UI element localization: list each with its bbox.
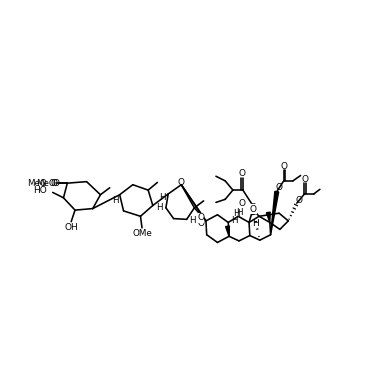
Text: H: H (233, 209, 240, 218)
Text: O: O (239, 169, 246, 178)
Text: O: O (178, 178, 185, 187)
Text: O: O (197, 219, 204, 228)
Text: O: O (249, 203, 256, 212)
Text: H: H (237, 208, 243, 217)
Text: O: O (197, 213, 204, 222)
Text: OH: OH (64, 223, 78, 233)
Text: MeO: MeO (27, 179, 47, 188)
Text: O: O (296, 196, 303, 205)
Text: O: O (52, 179, 59, 188)
Text: HO: HO (33, 185, 47, 195)
Text: H: H (160, 193, 166, 202)
Text: O: O (302, 175, 309, 184)
Text: H: H (252, 219, 258, 228)
Text: H: H (231, 216, 238, 226)
Text: H: H (112, 196, 119, 205)
Text: O: O (281, 162, 288, 171)
Text: ...: ... (248, 201, 255, 207)
Polygon shape (226, 226, 229, 236)
Polygon shape (270, 191, 278, 235)
Text: O: O (51, 179, 58, 188)
Text: O: O (238, 199, 245, 208)
Text: H: H (189, 216, 196, 226)
Text: O: O (249, 205, 256, 214)
Polygon shape (266, 212, 270, 222)
Text: O: O (276, 183, 283, 192)
Text: H: H (155, 203, 162, 212)
Text: OMe: OMe (132, 230, 152, 238)
Text: MeO: MeO (36, 179, 56, 188)
